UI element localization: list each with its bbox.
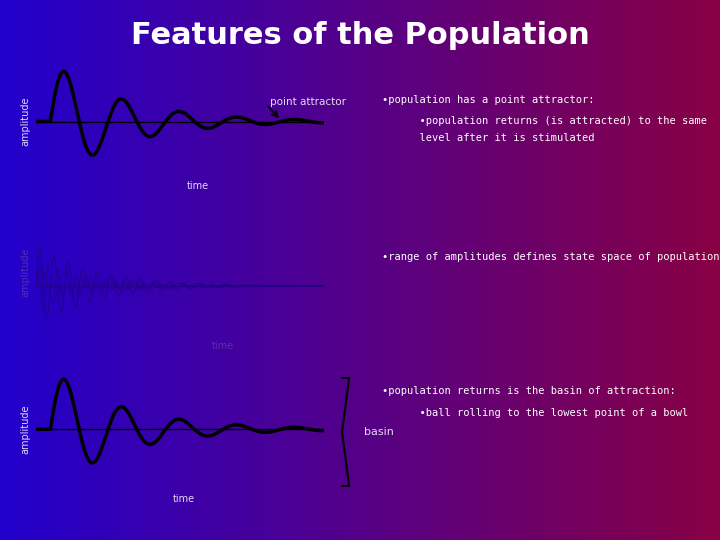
Text: •population has a point attractor:: •population has a point attractor: (382, 95, 594, 105)
Text: time: time (187, 181, 209, 191)
Text: amplitude: amplitude (20, 248, 30, 298)
Text: time: time (212, 341, 234, 350)
Text: •ball rolling to the lowest point of a bowl: •ball rolling to the lowest point of a b… (382, 408, 688, 418)
Text: level after it is stimulated: level after it is stimulated (382, 133, 594, 143)
Text: •population returns is the basin of attraction:: •population returns is the basin of attr… (382, 387, 675, 396)
Text: amplitude: amplitude (20, 404, 30, 454)
Text: •range of amplitudes defines state space of population: •range of amplitudes defines state space… (382, 252, 719, 261)
Text: basin: basin (364, 427, 393, 437)
Text: point attractor: point attractor (270, 97, 346, 107)
Text: time: time (173, 495, 194, 504)
Text: amplitude: amplitude (20, 97, 30, 146)
Text: •population returns (is attracted) to the same: •population returns (is attracted) to th… (382, 117, 706, 126)
Text: Features of the Population: Features of the Population (130, 21, 590, 50)
